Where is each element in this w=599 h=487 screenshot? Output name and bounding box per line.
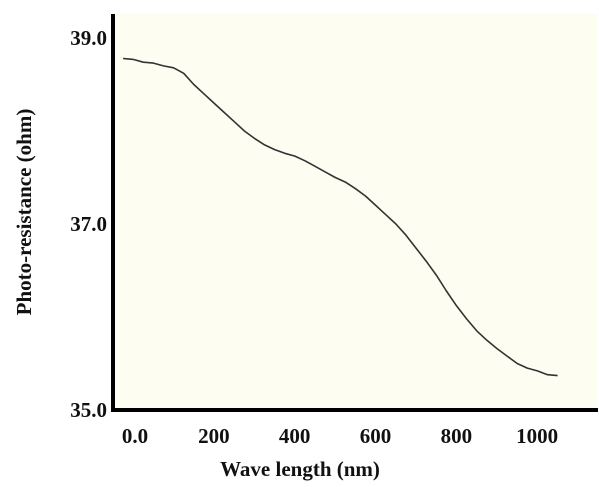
- x-tick-label: 600: [360, 424, 392, 448]
- x-tick-label: 200: [198, 424, 230, 448]
- x-tick-label: 1000: [516, 424, 558, 448]
- series-line: [123, 57, 558, 377]
- y-tick-label: 39.0: [70, 26, 107, 50]
- x-tick-label: 800: [441, 424, 473, 448]
- y-tick-label: 37.0: [70, 212, 107, 236]
- plot-background: [113, 14, 598, 410]
- x-tick-labels: 0.0 200 400 600 800 1000: [122, 424, 558, 448]
- y-axis-title: Photo-resistance (ohm): [12, 109, 36, 316]
- x-tick-label: 0.0: [122, 424, 148, 448]
- x-tick-label: 400: [279, 424, 311, 448]
- y-tick-label: 35.0: [70, 398, 107, 422]
- y-tick-labels: 35.0 37.0 39.0: [70, 26, 107, 422]
- x-axis-title: Wave length (nm): [220, 457, 380, 481]
